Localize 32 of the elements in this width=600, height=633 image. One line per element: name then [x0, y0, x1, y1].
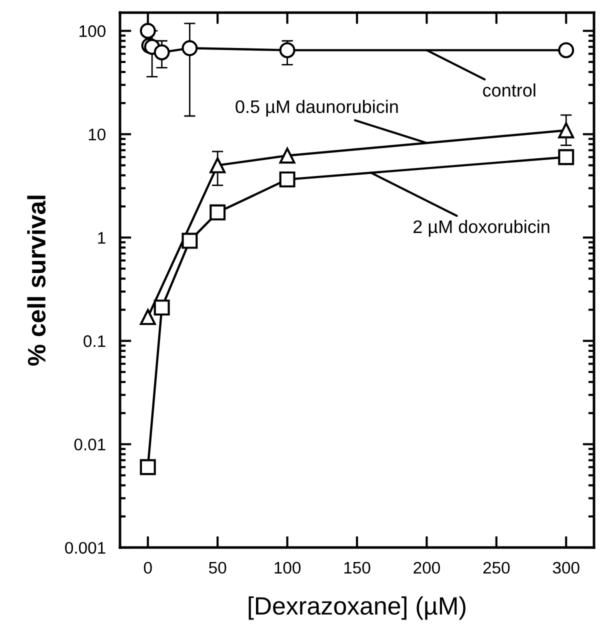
point — [279, 148, 296, 164]
x-tick-label: 250 — [483, 562, 510, 574]
point — [210, 157, 226, 174]
point — [558, 149, 574, 166]
y-tick-label: 0.1 — [84, 335, 106, 348]
x-tick-label: 0 — [144, 562, 152, 574]
point — [182, 40, 198, 56]
series-label: 0.5 µM daunorubicin — [236, 100, 398, 117]
x-tick-label: 100 — [274, 562, 301, 574]
legend-label: 2 µM doxorubicin — [414, 220, 550, 237]
x-tick-label: 50 — [208, 562, 226, 574]
point — [558, 122, 574, 138]
y-tick-label: 0.001 — [65, 542, 106, 554]
point — [154, 300, 170, 316]
y-tick-label: 1 — [98, 232, 106, 244]
y-tick-label: 100 — [80, 25, 106, 38]
y-tick-label: 0.01 — [74, 438, 106, 450]
x-tick-label: 300 — [552, 562, 580, 574]
point — [279, 42, 296, 58]
series-label: control — [483, 83, 536, 97]
point — [140, 309, 156, 326]
x-tick-label: 150 — [344, 562, 370, 574]
point — [154, 44, 170, 60]
point — [279, 171, 296, 188]
x-tick-label: 200 — [414, 562, 440, 574]
y-axis-title: % cell survival — [27, 196, 46, 366]
x-axis-title: [Dexrazoxane] (µM) — [248, 596, 466, 620]
point — [182, 232, 198, 249]
point — [140, 459, 156, 476]
point — [210, 204, 226, 220]
y-tick-label: 10 — [88, 128, 106, 140]
point — [558, 42, 574, 58]
